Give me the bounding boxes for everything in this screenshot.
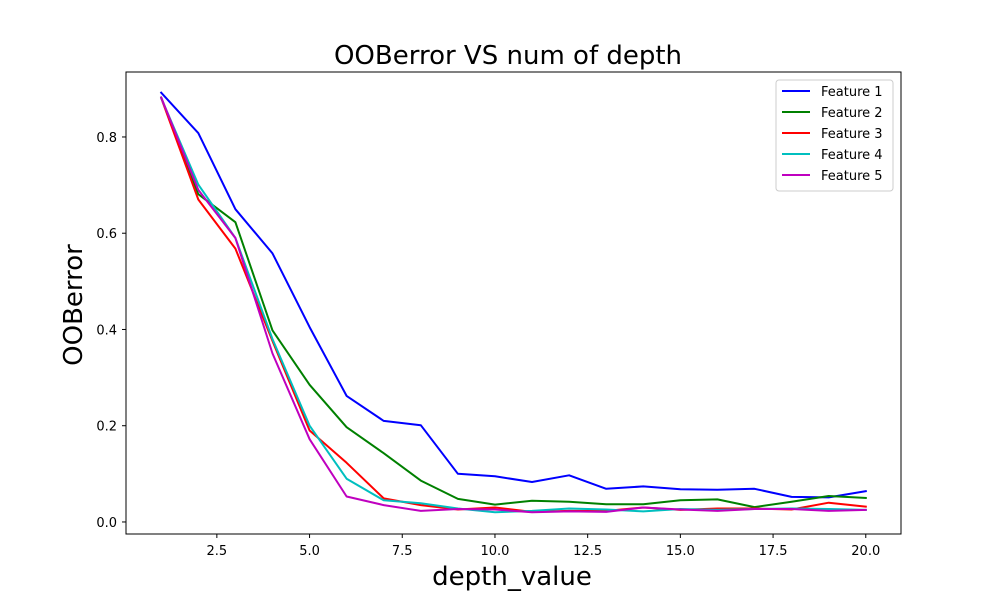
legend-box: [775, 79, 894, 192]
series-line-feature-5: [159, 96, 867, 514]
y-tick-label: 0.6: [96, 227, 117, 242]
legend-label: Feature 2: [821, 106, 883, 121]
y-tick-label: 0.8: [96, 131, 117, 146]
x-tick-label: 10.0: [480, 544, 509, 559]
y-tick-label: 0.2: [96, 420, 117, 435]
series-line-feature-1: [159, 91, 867, 499]
legend-label: Feature 1: [821, 85, 883, 100]
x-axis-label: depth_value: [432, 562, 592, 592]
y-tick-label: 0.4: [96, 323, 117, 338]
x-tick-label: 12.5: [573, 544, 602, 559]
series-layer: [159, 91, 867, 514]
x-tick-label: 7.5: [392, 544, 413, 559]
legend-label: Feature 3: [821, 127, 883, 142]
series-line-feature-2: [159, 96, 867, 509]
chart-title: OOBerror VS num of depth: [334, 41, 682, 71]
legend-label: Feature 5: [821, 169, 883, 184]
x-axis: 2.5 5.0 7.5 10.0 12.5 15.0 17.5 20.0: [207, 534, 880, 559]
legend: Feature 1 Feature 2 Feature 3 Feature 4 Feat…: [775, 79, 894, 192]
plot-area-frame: [125, 71, 902, 535]
y-axis-label: OOBerror: [59, 244, 89, 366]
x-tick-label: 15.0: [666, 544, 695, 559]
x-tick-label: 20.0: [851, 544, 880, 559]
x-tick-label: 17.5: [759, 544, 788, 559]
x-tick-label: 5.0: [299, 544, 320, 559]
legend-label: Feature 4: [821, 148, 883, 163]
y-tick-label: 0.0: [96, 516, 117, 531]
x-tick-label: 2.5: [207, 544, 228, 559]
y-axis: 0.0 0.2 0.4 0.6 0.8: [96, 131, 126, 531]
